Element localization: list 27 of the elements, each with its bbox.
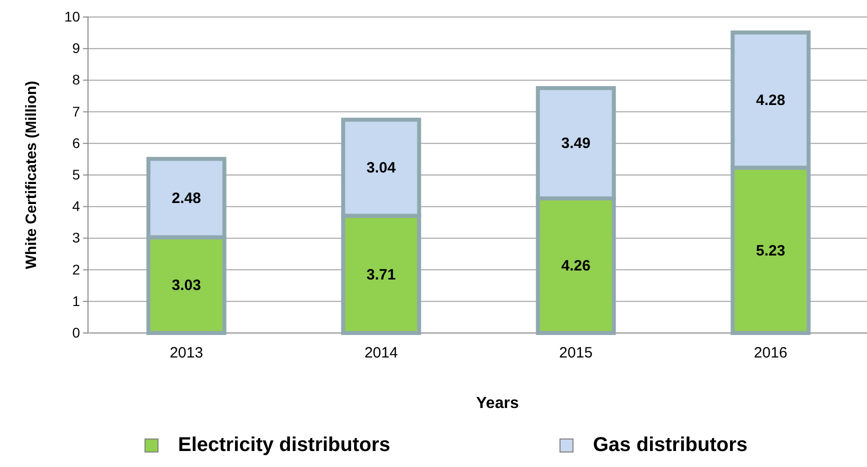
y-tick-label: 3 bbox=[72, 230, 80, 246]
data-label: 3.71 bbox=[366, 266, 396, 284]
data-label: 4.26 bbox=[561, 258, 590, 275]
data-label: 3.03 bbox=[172, 277, 201, 294]
y-tick-label: 5 bbox=[72, 166, 80, 182]
legend-label: Electricity distributors bbox=[178, 434, 390, 456]
y-tick-label: 2 bbox=[72, 261, 80, 278]
y-tick-label: 0 bbox=[72, 324, 80, 340]
x-tick-label: 2016 bbox=[754, 344, 788, 362]
y-tick-label: 1 bbox=[72, 292, 80, 309]
x-axis-title: Years bbox=[476, 395, 519, 412]
y-tick-label: 10 bbox=[64, 8, 80, 24]
legend-label: Gas distributors bbox=[593, 434, 748, 456]
y-tick-label: 8 bbox=[72, 72, 80, 88]
data-label: 2.48 bbox=[172, 190, 201, 208]
data-label: 3.04 bbox=[366, 160, 396, 177]
y-tick-label: 6 bbox=[72, 134, 80, 151]
data-label: 5.23 bbox=[756, 242, 786, 260]
x-tick-label: 2015 bbox=[559, 344, 593, 362]
data-label: 4.28 bbox=[756, 92, 786, 110]
x-tick-label: 2013 bbox=[170, 344, 204, 362]
y-tick-label: 7 bbox=[72, 103, 80, 120]
data-label: 3.49 bbox=[561, 135, 590, 152]
y-axis-title: White Certificates (Million) bbox=[23, 80, 40, 270]
y-tick-label: 4 bbox=[72, 198, 80, 214]
x-tick-label: 2014 bbox=[364, 344, 398, 362]
y-tick-label: 9 bbox=[72, 40, 80, 56]
